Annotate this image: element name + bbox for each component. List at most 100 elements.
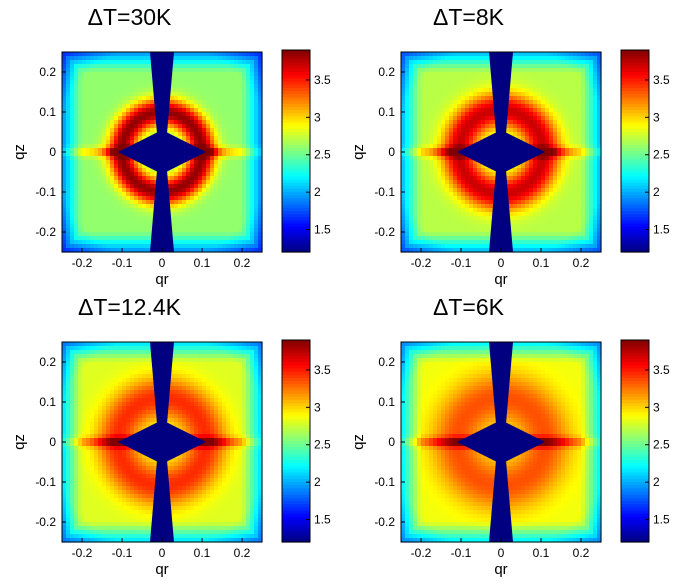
heatmap-cell <box>78 112 83 117</box>
heatmap-cell <box>74 100 79 105</box>
heatmap-cell <box>74 244 79 249</box>
heatmap-cell <box>214 56 219 61</box>
heatmap-cell <box>485 196 490 201</box>
heatmap-cell <box>246 56 251 61</box>
heatmap-cell <box>102 212 107 217</box>
heatmap-cell <box>441 68 446 73</box>
heatmap-cell <box>549 68 554 73</box>
heatmap-cell <box>481 88 486 93</box>
heatmap-cell <box>537 200 542 205</box>
heatmap-cell <box>589 152 594 157</box>
heatmap-cell <box>246 152 251 157</box>
heatmap-cell <box>210 64 215 69</box>
heatmap-cell <box>242 128 247 133</box>
heatmap-cell <box>118 180 123 185</box>
heatmap-cell <box>62 120 67 125</box>
heatmap-cell <box>146 204 151 209</box>
heatmap-cell <box>557 116 562 121</box>
heatmap-cell <box>489 188 494 193</box>
heatmap-cell <box>186 208 191 213</box>
heatmap-cell <box>437 244 442 249</box>
heatmap-cell <box>529 88 534 93</box>
heatmap-cell <box>569 64 574 69</box>
heatmap-cell <box>70 72 75 77</box>
heatmap-cell <box>421 144 426 149</box>
heatmap-cell <box>553 160 558 165</box>
heatmap-cell <box>561 184 566 189</box>
heatmap-cell <box>178 56 183 61</box>
heatmap-cell <box>102 112 107 117</box>
heatmap-cell <box>82 172 87 177</box>
heatmap-cell <box>194 76 199 81</box>
heatmap-cell <box>226 156 231 161</box>
heatmap-cell <box>110 228 115 233</box>
heatmap-cell <box>469 220 474 225</box>
heatmap-cell <box>226 108 231 113</box>
heatmap-cell <box>182 240 187 245</box>
heatmap-cell <box>525 240 530 245</box>
heatmap-cell <box>457 216 462 221</box>
heatmap-cell <box>146 56 151 61</box>
heatmap-cell <box>82 200 87 205</box>
heatmap-cell <box>517 120 522 125</box>
heatmap-cell <box>130 224 135 229</box>
heatmap-cell <box>122 200 127 205</box>
heatmap-cell <box>409 192 414 197</box>
heatmap-cell <box>174 200 179 205</box>
heatmap-cell <box>230 184 235 189</box>
heatmap-cell <box>94 208 99 213</box>
heatmap-cell <box>589 120 594 125</box>
heatmap-cell <box>521 224 526 229</box>
heatmap-cell <box>198 88 203 93</box>
heatmap-cell <box>545 100 550 105</box>
heatmap-cell <box>457 192 462 197</box>
heatmap-cell <box>90 108 95 113</box>
heatmap-cell <box>533 196 538 201</box>
heatmap-cell <box>230 56 235 61</box>
heatmap-cell <box>194 112 199 117</box>
heatmap-cell <box>198 136 203 141</box>
heatmap-cell <box>441 132 446 137</box>
heatmap-cell <box>449 172 454 177</box>
heatmap-cell <box>134 176 139 181</box>
heatmap-cell <box>553 76 558 81</box>
heatmap-cell <box>230 240 235 245</box>
heatmap-cell <box>106 228 111 233</box>
heatmap-cell <box>525 184 530 189</box>
heatmap-cell <box>509 192 514 197</box>
heatmap-cell <box>437 212 442 217</box>
heatmap-cell <box>66 68 71 73</box>
heatmap-cell <box>74 120 79 125</box>
heatmap-cell <box>429 200 434 205</box>
heatmap-cell <box>134 184 139 189</box>
heatmap-cell <box>441 176 446 181</box>
heatmap-cell <box>106 124 111 129</box>
heatmap-cell <box>146 52 151 57</box>
heatmap-cell <box>541 220 546 225</box>
heatmap-cell <box>549 232 554 237</box>
heatmap-cell <box>198 124 203 129</box>
heatmap-cell <box>417 96 422 101</box>
heatmap-cell <box>425 88 430 93</box>
heatmap-cell <box>238 76 243 81</box>
heatmap-cell <box>409 60 414 65</box>
heatmap-cell <box>94 76 99 81</box>
heatmap-cell <box>254 160 259 165</box>
heatmap-cell <box>198 132 203 137</box>
heatmap-cell <box>425 72 430 77</box>
heatmap-cell <box>565 224 570 229</box>
heatmap-cell <box>529 72 534 77</box>
heatmap-cell <box>425 80 430 85</box>
heatmap-cell <box>62 80 67 85</box>
heatmap-cell <box>421 232 426 237</box>
heatmap-cell <box>421 68 426 73</box>
heatmap-cell <box>222 228 227 233</box>
heatmap-cell <box>86 64 91 69</box>
panel-title: ΔT=8K <box>299 4 638 31</box>
heatmap-cell <box>98 180 103 185</box>
heatmap-cell <box>234 64 239 69</box>
heatmap-cell <box>401 164 406 169</box>
heatmap-cell <box>74 164 79 169</box>
heatmap-cell <box>401 196 406 201</box>
heatmap-cell <box>150 124 155 129</box>
